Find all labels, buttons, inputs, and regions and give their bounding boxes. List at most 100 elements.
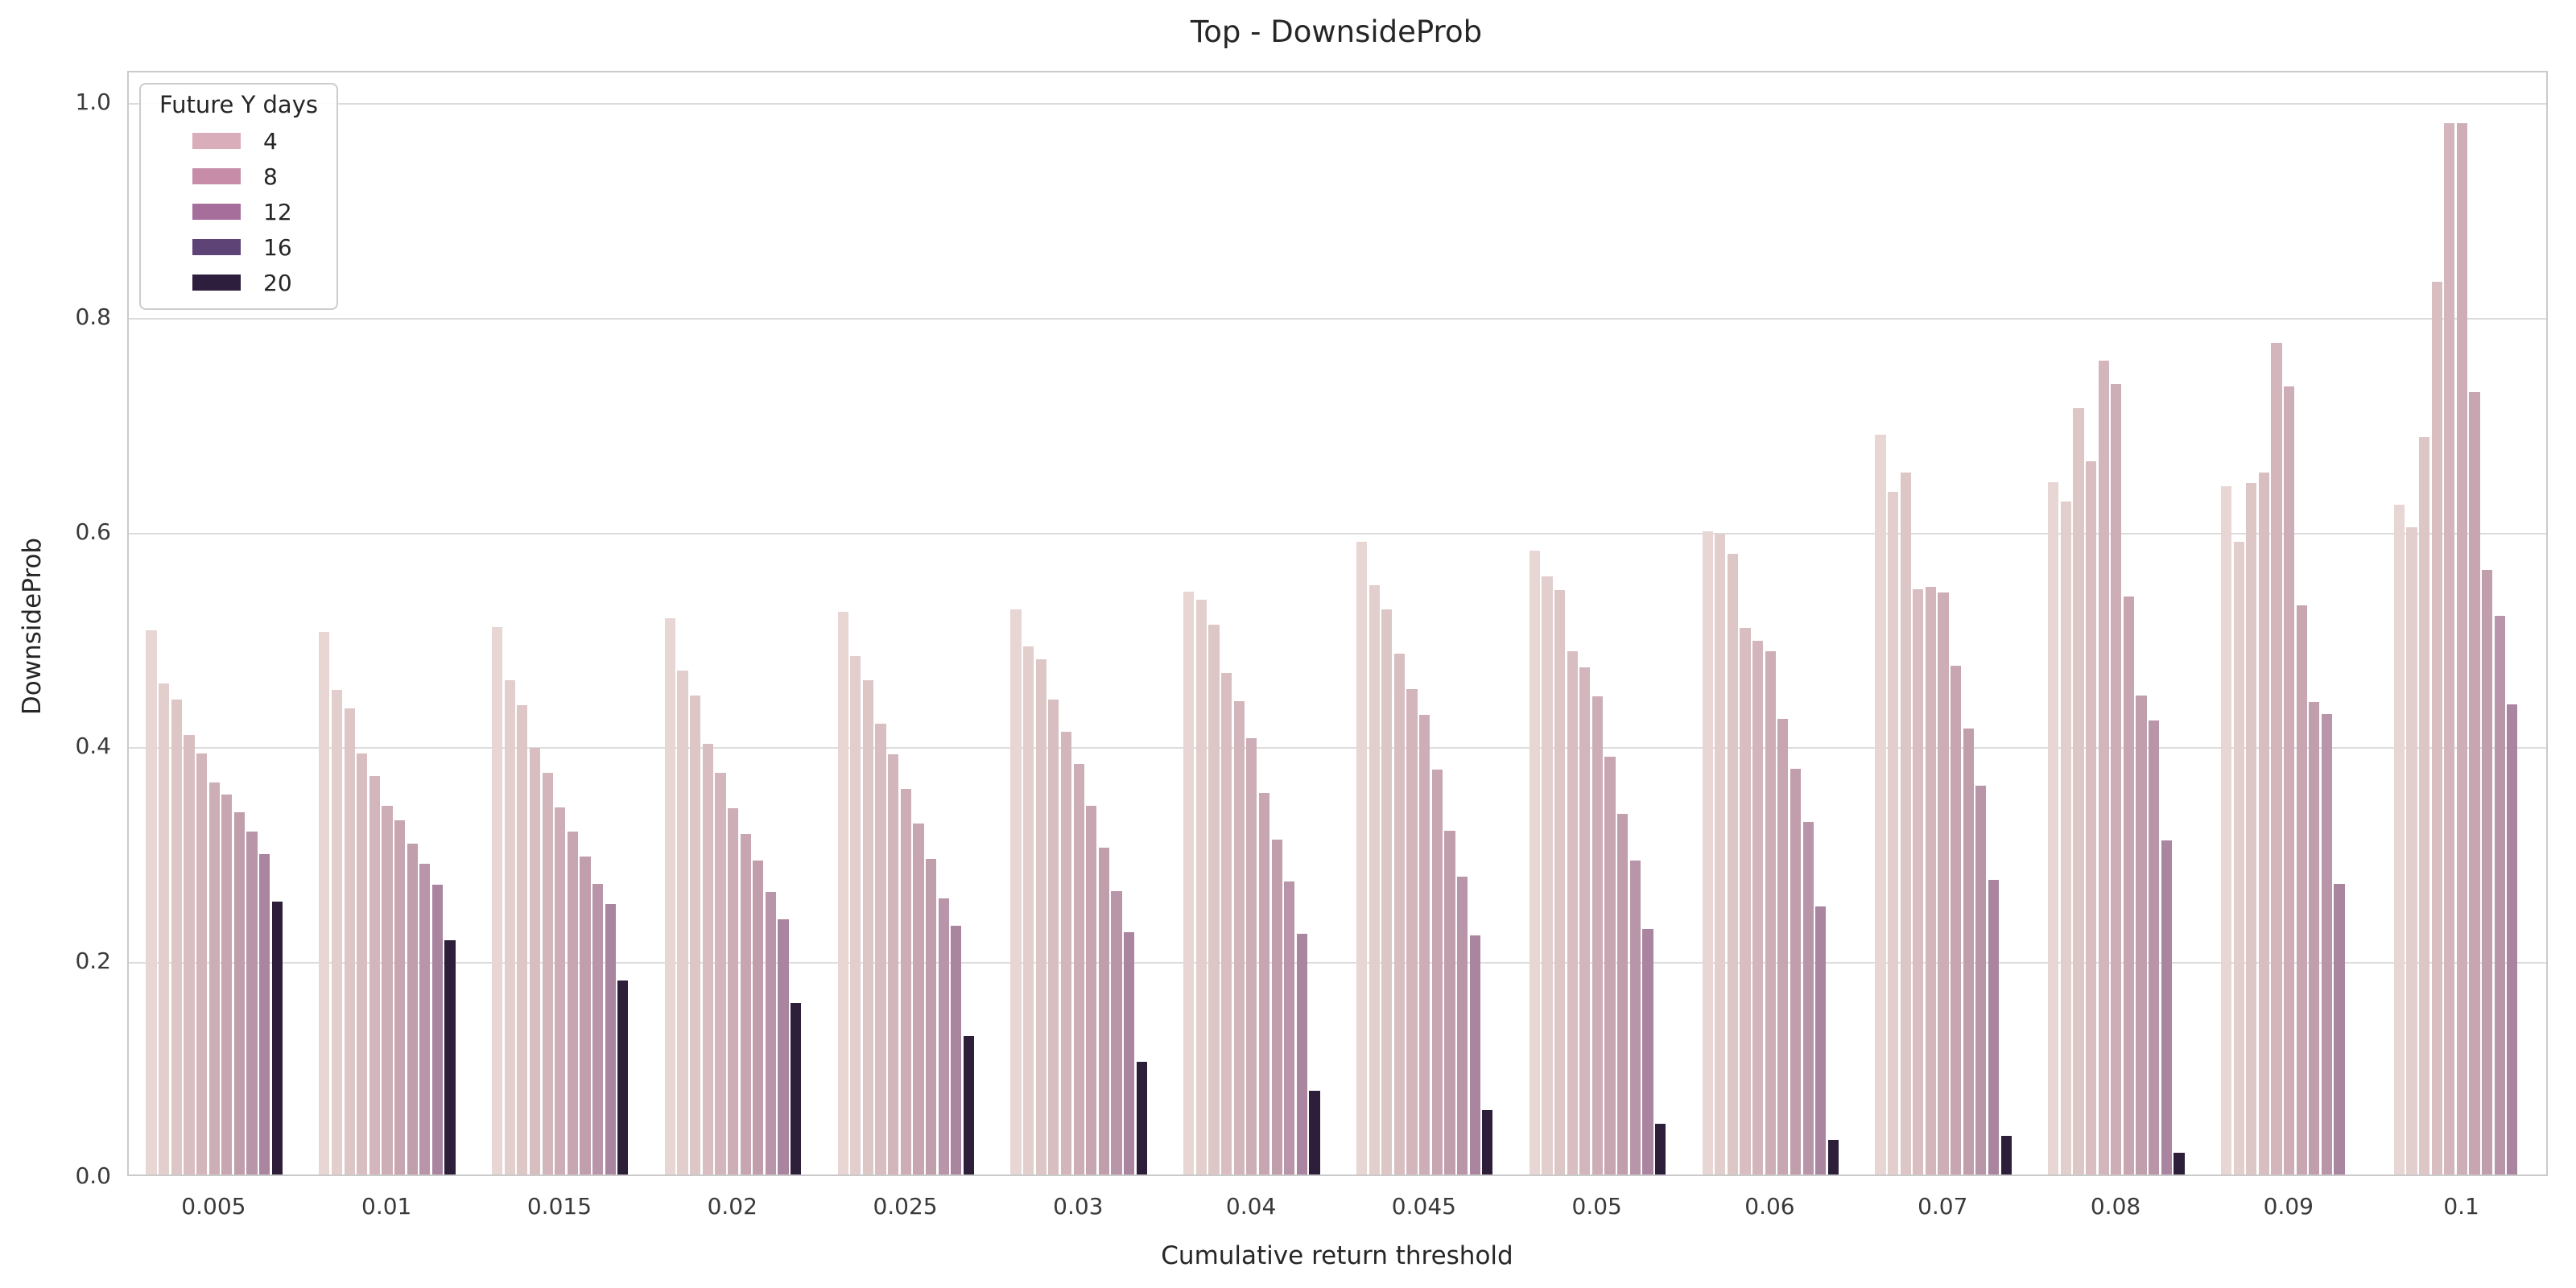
legend-entry: 8 [141, 159, 336, 194]
bar [2271, 343, 2282, 1174]
bar [2456, 123, 2467, 1174]
legend: Future Y days 4 8 12 16 20 [139, 83, 338, 310]
bar [1086, 806, 1097, 1174]
bar [2334, 883, 2345, 1174]
bar [1356, 542, 1368, 1174]
bar [1765, 651, 1776, 1174]
legend-entry: 20 [141, 265, 336, 300]
bar [555, 807, 566, 1174]
bar [1790, 768, 1802, 1174]
bar [1246, 738, 1257, 1174]
bar [1715, 533, 1726, 1174]
bar [1925, 587, 1936, 1174]
bar [938, 898, 949, 1174]
bar [382, 806, 393, 1174]
bar [1802, 822, 1814, 1174]
y-axis-label: DownsideProb [18, 537, 47, 716]
bar [2161, 840, 2172, 1174]
bar [529, 748, 541, 1174]
bar [394, 819, 406, 1174]
bar [1271, 839, 1282, 1174]
x-tick-label: 0.07 [1918, 1193, 1968, 1220]
gridline [129, 317, 2546, 320]
gridline [129, 532, 2546, 535]
legend-entry-label: 16 [263, 233, 292, 261]
bar [1368, 584, 1380, 1174]
bar [2000, 1135, 2012, 1174]
bar [1431, 770, 1443, 1174]
bar [2073, 407, 2084, 1174]
bar [1060, 732, 1072, 1174]
bar [2233, 542, 2244, 1174]
bar [331, 690, 343, 1174]
bar [1740, 628, 1751, 1174]
legend-entry-label: 12 [263, 198, 292, 225]
bar [1419, 715, 1430, 1174]
bar [727, 808, 739, 1174]
bar [753, 861, 764, 1174]
legend-swatch-icon [192, 239, 241, 255]
x-tick-label: 0.02 [707, 1193, 758, 1220]
bar [1073, 764, 1084, 1174]
bar [1221, 673, 1232, 1174]
y-tick-label: 1.0 [75, 89, 111, 115]
bar [1406, 689, 1418, 1174]
bar [159, 683, 170, 1174]
bar [2284, 386, 2295, 1174]
legend-rows: 4 8 12 16 20 [141, 123, 336, 300]
bar [1482, 1109, 1493, 1174]
bar [431, 884, 444, 1174]
bar [1444, 831, 1455, 1174]
bar [580, 857, 591, 1174]
bar [1309, 1090, 1320, 1174]
x-tick-label: 0.08 [2090, 1193, 2141, 1220]
bar [963, 1035, 975, 1174]
bar [1617, 813, 1629, 1174]
bar [1654, 1124, 1666, 1174]
bar [2494, 616, 2505, 1174]
bar [171, 700, 182, 1174]
bar [1111, 890, 1122, 1174]
bar [1284, 881, 1295, 1174]
bar [592, 883, 604, 1174]
bar [1815, 906, 1827, 1174]
legend-entry-label: 4 [263, 127, 278, 155]
legend-swatch-icon [192, 168, 241, 184]
bar [2296, 605, 2307, 1174]
bar [1913, 588, 1924, 1174]
y-tick-label: 0.6 [75, 518, 111, 545]
bar [791, 1002, 802, 1174]
bar [1393, 654, 1406, 1174]
bar [1233, 700, 1245, 1174]
bar [617, 980, 629, 1174]
bar [1035, 658, 1046, 1174]
bar [1023, 646, 1034, 1174]
bar [862, 680, 874, 1174]
bar [246, 832, 258, 1174]
bar [1048, 700, 1059, 1174]
bar [2507, 704, 2518, 1174]
bar [677, 671, 688, 1174]
y-tick-label: 0.4 [75, 733, 111, 760]
bar [1591, 696, 1604, 1174]
y-tick-label: 0.0 [75, 1162, 111, 1189]
bar [2123, 597, 2135, 1174]
bar [925, 858, 937, 1174]
bar [2098, 360, 2109, 1174]
bar [837, 611, 848, 1174]
bar [444, 940, 456, 1174]
bar [1702, 530, 1713, 1174]
bar [850, 655, 861, 1174]
bar [1136, 1061, 1147, 1174]
bar [2393, 504, 2405, 1174]
bar [2431, 282, 2442, 1174]
bar [2246, 482, 2257, 1174]
bar [605, 903, 616, 1174]
bar [690, 696, 701, 1174]
y-tick-label: 0.8 [75, 303, 111, 330]
bar [344, 708, 355, 1174]
bar [715, 773, 726, 1174]
bar [357, 753, 368, 1174]
bar [1469, 935, 1480, 1174]
